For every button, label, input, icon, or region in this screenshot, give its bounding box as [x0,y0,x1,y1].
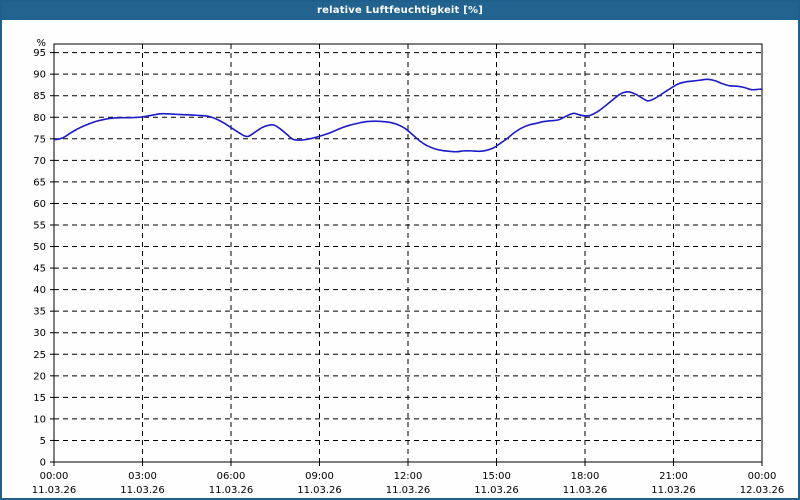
humidity-line-chart: 0 5 10 15 20 25 30 35 40 45 50 55 60 65 70 75 80 85 90 95 0… [2,20,798,498]
y-tick-label: 25 [33,350,46,361]
y-tick-label: 45 [33,264,46,275]
x-tick-date-label: 11.03.26 [297,485,342,496]
y-tick-label: 80 [33,113,46,124]
x-tick-date-label: 11.03.26 [209,485,254,496]
x-tick-date-label: 12.03.26 [740,485,785,496]
x-tick-time-label: 15:00 [482,471,511,482]
y-tick-label: 70 [33,156,46,167]
x-tick-time-label: 00:00 [40,471,69,482]
x-tick-date-label: 11.03.26 [386,485,431,496]
y-tick-label: 75 [33,134,46,145]
y-axis-ticks-group: 0 5 10 15 20 25 30 35 40 45 50 55 60 65 70 75 80 85 90 95 [33,48,54,469]
humidity-data-line [53,78,763,153]
y-tick-label: 20 [33,371,46,382]
y-tick-label: 50 [33,242,46,253]
y-axis-unit-label: % [36,38,46,49]
y-tick-label: 0 [40,458,46,469]
x-tick-time-label: 00:00 [748,471,777,482]
x-tick-time-label: 21:00 [659,471,688,482]
y-tick-label: 5 [40,436,46,447]
x-tick-time-label: 18:00 [571,471,600,482]
x-tick-date-label: 11.03.26 [120,485,165,496]
y-tick-label: 40 [33,285,46,296]
x-tick-time-label: 09:00 [305,471,334,482]
x-tick-time-label: 06:00 [217,471,246,482]
y-tick-label: 10 [33,414,46,425]
x-tick-date-label: 11.03.26 [651,485,696,496]
x-tick-time-label: 03:00 [128,471,157,482]
y-tick-label: 35 [33,307,46,318]
y-tick-label: 95 [33,48,46,59]
x-tick-date-label: 11.03.26 [474,485,519,496]
y-tick-label: 85 [33,91,46,102]
plot-frame-border [53,43,763,463]
y-tick-label: 15 [33,393,46,404]
x-tick-date-label: 11.03.26 [32,485,77,496]
x-tick-time-label: 12:00 [394,471,423,482]
y-tick-label: 65 [33,177,46,188]
y-tick-label: 60 [33,199,46,210]
y-tick-label: 55 [33,220,46,231]
x-tick-date-label: 11.03.26 [563,485,608,496]
x-gridlines-group [142,44,674,462]
y-tick-label: 30 [33,328,46,339]
chart-background [2,20,798,498]
y-tick-label: 90 [33,70,46,81]
window-title: relative Luftfeuchtigkeit [%] [2,2,798,20]
chart-plot-area: 0 5 10 15 20 25 30 35 40 45 50 55 60 65 70 75 80 85 90 95 0… [2,20,798,498]
x-axis-ticks-group: 00:00 11.03.26 03:00 11.03.26 06:00 11.03.26 0… [32,462,785,496]
